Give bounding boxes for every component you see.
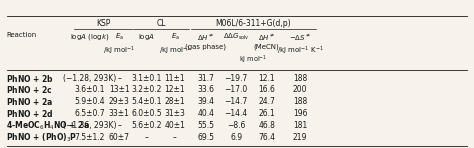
- Text: $\Delta H^\neq$
(gas phase): $\Delta H^\neq$ (gas phase): [185, 32, 227, 50]
- Text: Reaction: Reaction: [6, 32, 36, 38]
- Text: 7.5±1.2: 7.5±1.2: [74, 133, 105, 142]
- Text: $\Delta H^\neq$
(MeCN): $\Delta H^\neq$ (MeCN): [254, 32, 280, 50]
- Text: $\Delta\Delta G_{\rm solv}$: $\Delta\Delta G_{\rm solv}$: [223, 32, 249, 42]
- Text: –: –: [117, 74, 121, 83]
- Text: 5.4±0.1: 5.4±0.1: [131, 97, 162, 106]
- Text: 188: 188: [293, 97, 307, 106]
- Text: 40±1: 40±1: [164, 121, 185, 130]
- Text: KSP: KSP: [96, 19, 110, 28]
- Text: 3.6±0.1: 3.6±0.1: [74, 86, 105, 95]
- Text: $E_{\rm a}$
/kJ mol$^{-1}$: $E_{\rm a}$ /kJ mol$^{-1}$: [103, 32, 136, 57]
- Text: 26.1: 26.1: [258, 109, 275, 118]
- Text: 3.2±0.2: 3.2±0.2: [131, 86, 162, 95]
- Text: 196: 196: [293, 109, 308, 118]
- Text: 4-MeOC$_6$H$_4$NO + $\mathbf{2a}$: 4-MeOC$_6$H$_4$NO + $\mathbf{2a}$: [6, 119, 90, 132]
- Text: 33.6: 33.6: [197, 86, 214, 95]
- Text: 6.5±0.7: 6.5±0.7: [74, 109, 105, 118]
- Text: 46.8: 46.8: [258, 121, 275, 130]
- Text: CL: CL: [156, 19, 166, 28]
- Text: 69.5: 69.5: [197, 133, 214, 142]
- Text: 31±3: 31±3: [164, 109, 185, 118]
- Text: 60±7: 60±7: [109, 133, 130, 142]
- Text: log$A$ (log$k$): log$A$ (log$k$): [70, 32, 109, 42]
- Text: PhNO + $\mathbf{2d}$: PhNO + $\mathbf{2d}$: [6, 108, 54, 119]
- Text: 28±1: 28±1: [164, 97, 185, 106]
- Text: −14.4: −14.4: [225, 109, 248, 118]
- Text: 181: 181: [293, 121, 307, 130]
- Text: log$A$: log$A$: [138, 32, 155, 42]
- Text: 12±1: 12±1: [164, 86, 185, 95]
- Text: −17.0: −17.0: [225, 86, 248, 95]
- Text: (−1.36, 293K): (−1.36, 293K): [63, 121, 117, 130]
- Text: 39.4: 39.4: [197, 97, 214, 106]
- Text: −8.6: −8.6: [227, 121, 245, 130]
- Text: 6.9: 6.9: [230, 133, 242, 142]
- Text: PhNO + $\mathbf{2c}$: PhNO + $\mathbf{2c}$: [6, 85, 53, 95]
- Text: 219: 219: [293, 133, 307, 142]
- Text: PhNO + $\mathbf{2b}$: PhNO + $\mathbf{2b}$: [6, 73, 54, 84]
- Text: 5.9±0.4: 5.9±0.4: [74, 97, 105, 106]
- Text: 3.1±0.1: 3.1±0.1: [131, 74, 162, 83]
- Text: 200: 200: [293, 86, 308, 95]
- Text: 76.4: 76.4: [258, 133, 275, 142]
- Text: 12.1: 12.1: [258, 74, 275, 83]
- Text: 33±1: 33±1: [109, 109, 130, 118]
- Text: –: –: [145, 133, 148, 142]
- Text: PhNO + (PhO)$_3$P: PhNO + (PhO)$_3$P: [6, 131, 77, 144]
- Text: 16.6: 16.6: [258, 86, 275, 95]
- Text: −19.7: −19.7: [225, 74, 248, 83]
- Text: 13±1: 13±1: [109, 86, 129, 95]
- Text: 31.7: 31.7: [198, 74, 214, 83]
- Text: 29±3: 29±3: [109, 97, 130, 106]
- Text: $-\Delta S^\neq$
/kJ mol$^{-1}$ K$^{-1}$: $-\Delta S^\neq$ /kJ mol$^{-1}$ K$^{-1}$: [277, 32, 324, 57]
- Text: 24.7: 24.7: [258, 97, 275, 106]
- Text: (−1.28, 293K): (−1.28, 293K): [63, 74, 117, 83]
- Text: 11±1: 11±1: [164, 74, 185, 83]
- Text: 55.5: 55.5: [197, 121, 214, 130]
- Text: –: –: [117, 121, 121, 130]
- Text: −14.7: −14.7: [225, 97, 248, 106]
- Text: 6.0±0.5: 6.0±0.5: [131, 109, 162, 118]
- Text: kJ mol$^{-1}$: kJ mol$^{-1}$: [239, 54, 267, 66]
- Text: $E_{\rm a}$
/kJ mol$^{-1}$: $E_{\rm a}$ /kJ mol$^{-1}$: [159, 32, 191, 57]
- Text: M06L/6-311+G(d,p): M06L/6-311+G(d,p): [216, 19, 291, 28]
- Text: PhNO + $\mathbf{2a}$: PhNO + $\mathbf{2a}$: [6, 96, 54, 107]
- Text: 40.4: 40.4: [197, 109, 214, 118]
- Text: 188: 188: [293, 74, 307, 83]
- Text: –: –: [173, 133, 177, 142]
- Text: 5.6±0.2: 5.6±0.2: [131, 121, 162, 130]
